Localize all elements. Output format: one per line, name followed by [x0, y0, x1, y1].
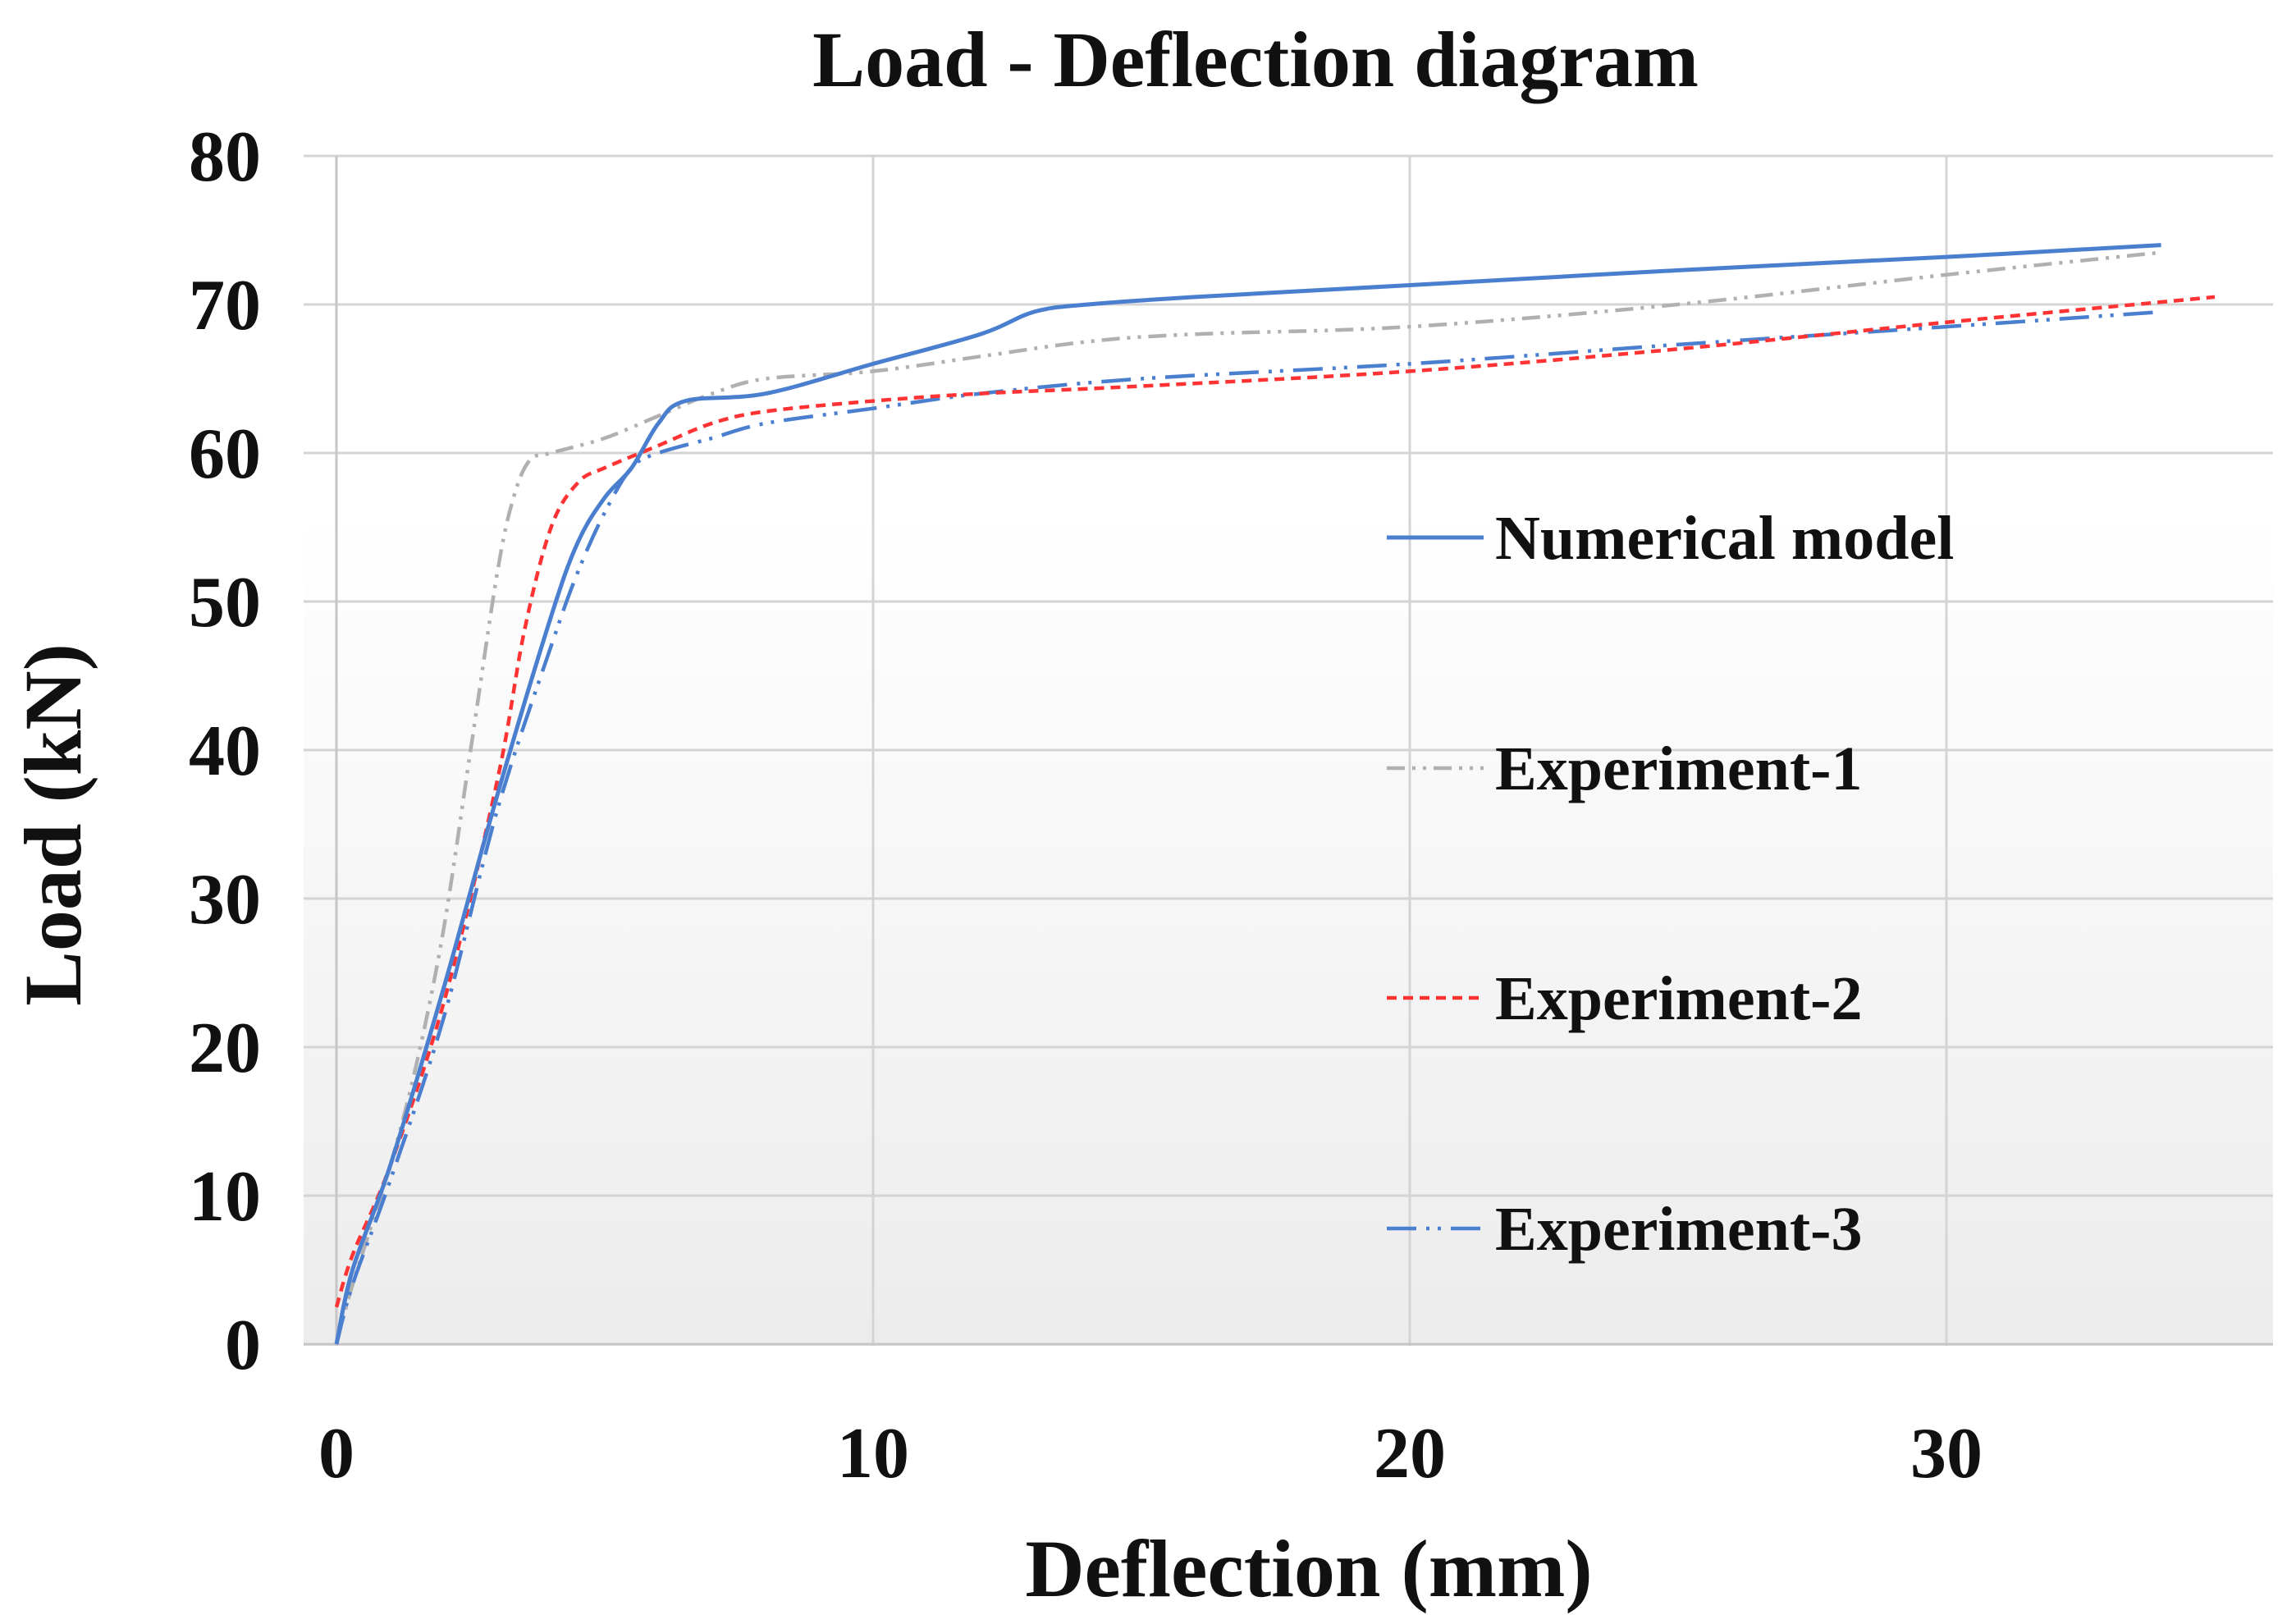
y-tick-label-40: 40 [189, 711, 261, 791]
series-line-experiment-3 [334, 309, 2161, 1345]
y-tick-label-10: 10 [189, 1157, 261, 1237]
y-axis-label: Load (kN) [7, 643, 98, 1006]
y-tick-label-70: 70 [189, 266, 261, 345]
y-tick-label-30: 30 [189, 860, 261, 940]
legend-label-experiment-2: Experiment-2 [1495, 964, 1862, 1033]
y-tick-label-60: 60 [189, 414, 261, 494]
legend: Numerical model Experiment-1 Experiment-2 E… [1387, 504, 1954, 1264]
x-axis-label: Deflection (mm) [1025, 1523, 1592, 1614]
x-tick-label-0: 0 [318, 1414, 354, 1494]
y-tick-label-20: 20 [189, 1009, 261, 1088]
x-tick-label-20: 20 [1374, 1414, 1446, 1494]
series-line-numerical-model [334, 243, 2161, 1345]
legend-label-experiment-3: Experiment-3 [1495, 1195, 1862, 1264]
y-tick-label-80: 80 [189, 117, 261, 197]
x-tick-labels: 0 10 20 30 [318, 1414, 1983, 1494]
x-tick-label-10: 10 [837, 1414, 909, 1494]
data-series [334, 243, 2216, 1345]
y-tick-label-50: 50 [189, 563, 261, 643]
x-tick-label-30: 30 [1910, 1414, 1983, 1494]
gridlines [304, 154, 2273, 1346]
legend-label-numerical-model: Numerical model [1495, 504, 1954, 573]
axes [304, 156, 2273, 1346]
series-line-experiment-2 [334, 295, 2216, 1308]
legend-label-experiment-1: Experiment-1 [1495, 734, 1862, 803]
y-tick-label-0: 0 [225, 1306, 261, 1385]
y-tick-labels: 0 10 20 30 40 50 60 70 80 [189, 117, 261, 1385]
chart-title: Load - Deflection diagram [812, 16, 1699, 103]
